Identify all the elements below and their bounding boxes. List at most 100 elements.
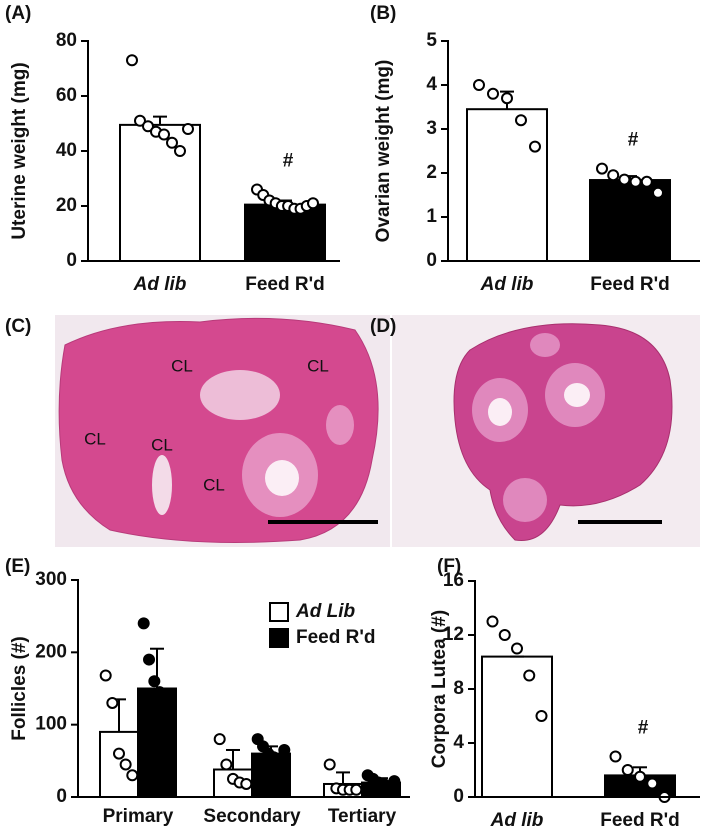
data-point [511,642,523,655]
panel-label: (B) [370,3,396,24]
data-point [629,175,642,188]
data-point [473,79,485,91]
data-point [646,777,659,790]
x-tick-label: Feed R'd [600,810,679,830]
y-axis-label: Ovarian weight (mg) [373,60,394,243]
x-tick-label: Ad lib [133,274,187,295]
data-point [166,136,178,149]
x-tick-label: Primary [103,806,174,827]
data-point [240,777,253,790]
y-tick-label: 16 [443,570,464,591]
y-axis-label: Corpora Lutea (#) [429,610,450,768]
y-tick-label: 0 [426,250,437,271]
y-tick-label: 100 [35,714,67,735]
stroma [200,370,280,420]
follicle [530,333,560,357]
y-tick-label: 2 [426,162,437,183]
data-point [272,754,285,767]
follicle [326,405,354,445]
data-point [158,128,170,141]
significance-marker: # [283,151,294,172]
data-point [621,764,634,776]
y-tick-label: 20 [56,195,77,216]
antrum [488,398,512,426]
data-point [119,758,132,771]
data-point [515,114,527,127]
x-tick-label: Secondary [203,806,301,827]
legend-swatch [269,602,289,622]
data-point [618,173,631,186]
data-point [307,197,319,210]
y-tick-label: 0 [56,786,67,807]
y-tick-label: 200 [35,641,67,662]
panel-label: (E) [5,556,30,577]
bar [481,655,553,798]
antrum [265,460,299,496]
data-point [487,87,499,100]
data-point [106,696,119,709]
data-point [126,54,138,67]
data-point [596,162,608,175]
annotation: CL [307,356,329,375]
y-tick-label: 80 [56,30,77,51]
data-point [137,617,150,630]
y-tick-label: 1 [426,206,437,227]
data-point [523,669,536,682]
x-tick-label: Feed R'd [245,274,324,295]
data-point [501,92,513,105]
y-tick-label: 300 [35,569,67,590]
y-tick-label: 8 [453,678,464,699]
data-point [213,733,226,746]
bar [466,108,548,262]
y-tick-label: 60 [56,85,77,106]
data-point [278,743,291,756]
data-point [529,140,541,153]
data-point [126,769,139,782]
histology-d: (D) [370,315,700,547]
data-point [535,710,548,722]
data-point [113,747,125,760]
panel-label: (C) [5,316,31,337]
data-point [182,123,194,135]
significance-marker: # [628,130,639,151]
legend-label: Ad Lib [295,601,355,622]
data-point [634,770,646,783]
y-tick-label: 0 [66,250,77,271]
data-point [220,758,233,771]
data-point [609,750,622,763]
significance-marker: # [638,718,649,739]
y-tick-label: 40 [56,140,77,161]
stroma [152,455,172,515]
annotation: CL [84,429,106,448]
data-point [640,175,653,188]
data-point [174,145,186,157]
data-point [652,186,664,199]
y-axis-label: Follicles (#) [9,636,30,741]
bar [244,203,326,262]
panel-label: (F) [437,556,461,577]
y-tick-label: 3 [426,118,437,139]
bar [119,123,201,262]
follicle [503,478,547,522]
panel-label: (A) [5,3,31,24]
data-point [99,669,112,682]
x-tick-label: Tertiary [328,806,397,827]
y-tick-label: 12 [443,624,464,645]
annotation: CL [171,356,193,375]
data-point [148,675,161,688]
y-axis-label: Uterine weight (mg) [9,62,30,239]
data-point [142,120,154,133]
panel-label: (D) [370,316,396,337]
data-point [143,653,156,666]
y-tick-label: 4 [426,74,437,95]
legend-label: Feed R'd [296,627,375,648]
data-point [388,775,401,788]
y-tick-label: 0 [453,786,464,807]
histology-c: (C) CL CL CL CL CL [5,315,390,547]
y-tick-label: 5 [426,30,437,51]
data-point [607,169,620,182]
data-point [158,696,171,709]
antrum [564,383,590,407]
data-point [134,114,146,127]
